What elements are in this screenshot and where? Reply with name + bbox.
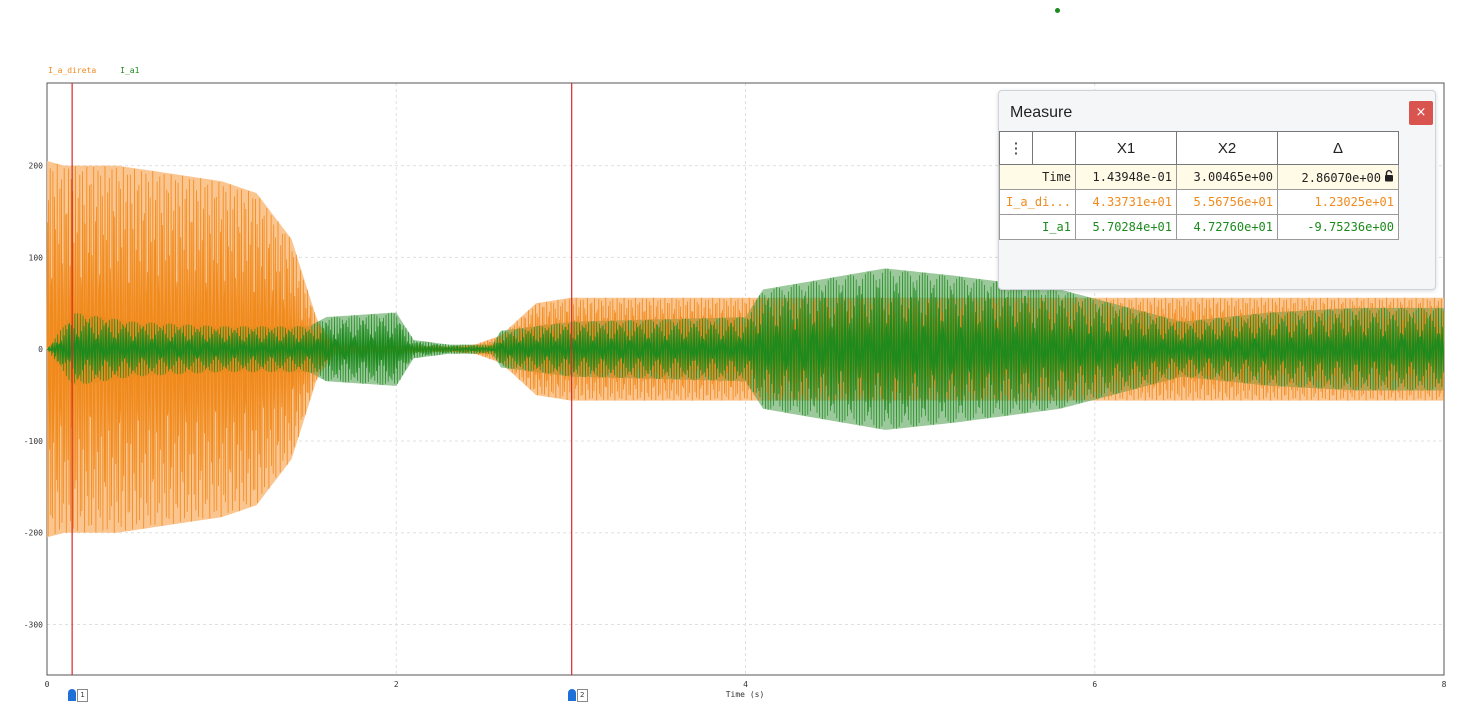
- series-line-ia1: [46, 268, 1445, 429]
- y-tick-label: -200: [24, 529, 43, 538]
- cursor-marker-2[interactable]: 2: [567, 688, 588, 702]
- y-tick-label: 100: [29, 253, 44, 262]
- y-tick-label: -100: [24, 437, 43, 446]
- cell-ia-delta: 1.23025e+01: [1277, 189, 1399, 215]
- close-button[interactable]: ×: [1409, 101, 1433, 125]
- cell-time-delta: 2.86070e+00: [1277, 164, 1399, 190]
- column-header-x1: X1: [1075, 131, 1177, 165]
- axis-ticks: 0 2 4 6 8 200 100 0 -100 -200 -300: [24, 162, 1447, 689]
- x-tick-label: 4: [743, 680, 748, 689]
- chart-legend: I_a_direta I_a1: [48, 66, 139, 75]
- cell-ia1-x1: 5.70284e+01: [1075, 214, 1177, 240]
- measure-header-row: ⋮ X1 X2 Δ: [999, 131, 1399, 165]
- legend-entry-ia1[interactable]: I_a1: [120, 66, 140, 75]
- cursor-marker-label: 1: [77, 688, 89, 702]
- cell-ia-x2: 5.56756e+01: [1176, 189, 1278, 215]
- cell-ia1-x2: 4.72760e+01: [1176, 214, 1278, 240]
- measure-header-blank: [1032, 131, 1076, 165]
- cell-time-x1: 1.43948e-01: [1075, 164, 1177, 190]
- y-tick-label: -300: [24, 621, 43, 630]
- legend-entry-ia-direta[interactable]: I_a_direta: [48, 66, 97, 75]
- x-axis-label: Time (s): [726, 690, 765, 699]
- cell-time-x2: 3.00465e+00: [1176, 164, 1278, 190]
- column-header-x2: X2: [1176, 131, 1278, 165]
- column-header-delta: Δ: [1277, 131, 1399, 165]
- cursor-pin-icon[interactable]: [68, 689, 77, 701]
- row-label-time: Time: [999, 164, 1076, 190]
- y-tick-label: 200: [29, 162, 44, 171]
- cursor-marker-label: 2: [576, 688, 588, 702]
- unlock-icon[interactable]: [1384, 169, 1394, 185]
- cell-ia1-delta: -9.75236e+00: [1277, 214, 1399, 240]
- cursor-marker-1[interactable]: 1: [68, 688, 89, 702]
- y-tick-label: 0: [38, 345, 43, 354]
- series-layer: [46, 161, 1445, 538]
- status-indicator-dot: [1055, 8, 1060, 13]
- x-tick-label: 0: [45, 680, 50, 689]
- row-label-ia1: I_a1: [999, 214, 1076, 240]
- table-row: I_a1 5.70284e+01 4.72760e+01 -9.75236e+0…: [999, 214, 1399, 240]
- measure-table: ⋮ X1 X2 Δ Time 1.43948e-01 3.00465e+00 2…: [999, 131, 1399, 240]
- cursor-pin-icon[interactable]: [567, 689, 576, 701]
- table-row: I_a_di... 4.33731e+01 5.56756e+01 1.2302…: [999, 189, 1399, 215]
- measure-panel[interactable]: Measure × ⋮ X1 X2 Δ Time 1.43948e-01 3.0…: [998, 90, 1436, 290]
- cursor-layer: [71, 83, 573, 675]
- x-tick-label: 8: [1442, 680, 1447, 689]
- cell-ia-x1: 4.33731e+01: [1075, 189, 1177, 215]
- measure-title: Measure: [1010, 104, 1073, 121]
- delta-time-value: 2.86070e+00: [1301, 170, 1381, 185]
- x-tick-label: 2: [394, 680, 399, 689]
- menu-kebab-icon[interactable]: ⋮: [999, 131, 1033, 165]
- x-tick-label: 6: [1092, 680, 1097, 689]
- row-label-ia-direta: I_a_di...: [999, 189, 1076, 215]
- table-row: Time 1.43948e-01 3.00465e+00 2.86070e+00: [999, 164, 1399, 190]
